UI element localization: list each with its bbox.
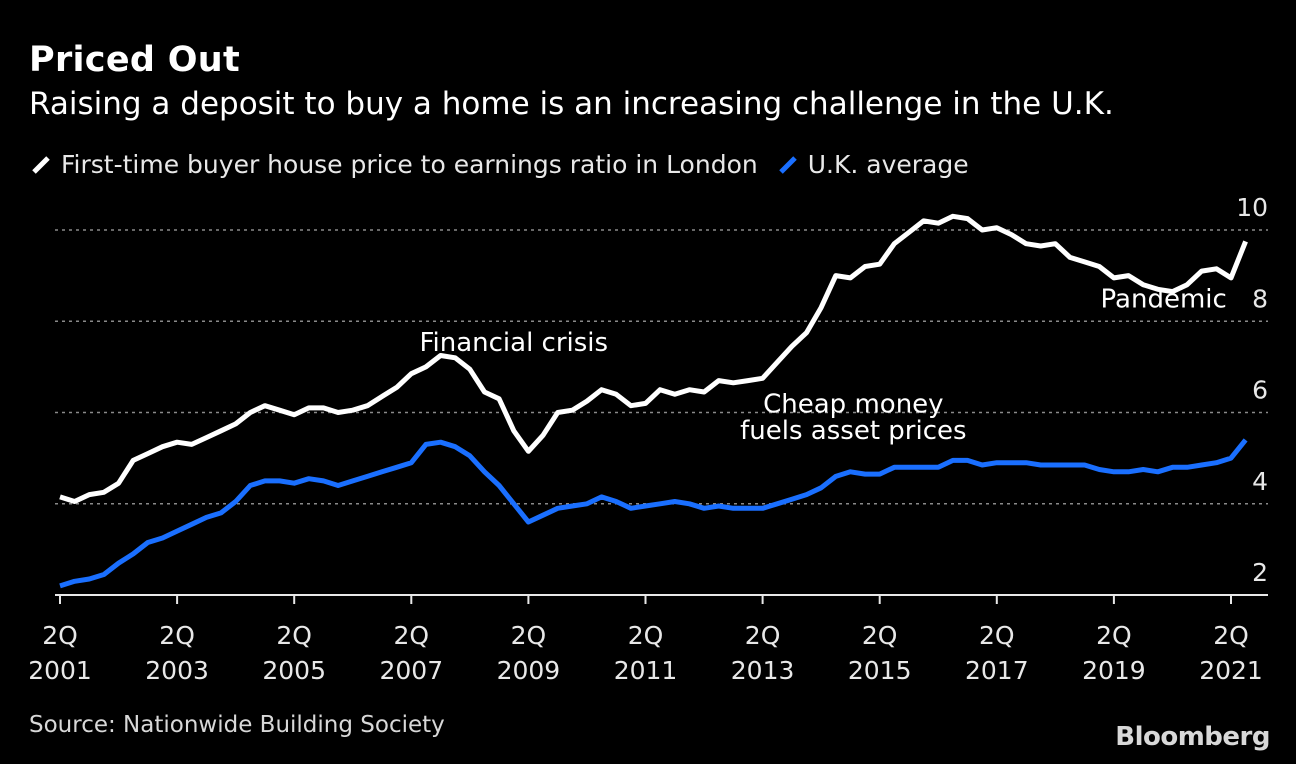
x-tick-label-year-2019: 2019 <box>1082 656 1146 685</box>
y-tick-label-2: 2 <box>1252 558 1268 587</box>
x-tick-label-q-2007: 2Q <box>394 621 430 650</box>
chart-subtitle: Raising a deposit to buy a home is an in… <box>29 86 1114 122</box>
annotation-1: Cheap money <box>763 390 943 420</box>
annotation-3: Pandemic <box>1101 285 1227 315</box>
x-tick-label-year-2021: 2021 <box>1199 656 1263 685</box>
x-tick-label-q-2001: 2Q <box>42 621 78 650</box>
x-tick-label-q-2003: 2Q <box>159 621 195 650</box>
y-tick-label-10: 10 <box>1236 193 1268 222</box>
x-tick-label-q-2011: 2Q <box>628 621 664 650</box>
x-tick-label-q-2017: 2Q <box>979 621 1015 650</box>
x-tick-label-q-2019: 2Q <box>1096 621 1132 650</box>
series-line-london <box>59 213 1248 504</box>
x-tick-label-q-2013: 2Q <box>745 621 781 650</box>
legend-item-uk: U.K. average <box>776 150 969 179</box>
legend: First-time buyer house price to earnings… <box>29 150 987 179</box>
x-tick-label-year-2011: 2011 <box>614 656 678 685</box>
x-tick-label-year-2009: 2009 <box>497 656 561 685</box>
y-tick-label-4: 4 <box>1252 467 1268 496</box>
legend-label-london: First-time buyer house price to earnings… <box>61 150 758 179</box>
y-tick-label-6: 6 <box>1252 376 1268 405</box>
legend-label-uk: U.K. average <box>807 150 969 179</box>
legend-swatch-london <box>32 155 50 174</box>
x-tick-label-q-2015: 2Q <box>862 621 898 650</box>
x-tick-label-year-2005: 2005 <box>262 656 326 685</box>
x-tick-label-q-2009: 2Q <box>511 621 547 650</box>
x-tick-label-year-2015: 2015 <box>848 656 912 685</box>
x-tick-label-year-2001: 2001 <box>28 656 92 685</box>
chart-title: Priced Out <box>29 40 241 80</box>
legend-item-london: First-time buyer house price to earnings… <box>29 150 758 179</box>
series-line-uk <box>59 438 1248 589</box>
x-tick-label-q-2021: 2Q <box>1213 621 1249 650</box>
bloomberg-logo: Bloomberg <box>1115 722 1270 752</box>
annotation-0: Financial crisis <box>419 328 608 358</box>
x-tick-label-year-2007: 2007 <box>379 656 443 685</box>
x-tick-label-q-2005: 2Q <box>276 621 312 650</box>
legend-swatch-uk <box>778 155 797 174</box>
x-tick-label-year-2013: 2013 <box>731 656 795 685</box>
annotation-2: fuels asset prices <box>740 416 966 446</box>
x-tick-label-year-2003: 2003 <box>145 656 209 685</box>
y-tick-label-8: 8 <box>1252 284 1268 313</box>
x-tick-label-year-2017: 2017 <box>965 656 1029 685</box>
source-note: Source: Nationwide Building Society <box>29 712 445 738</box>
